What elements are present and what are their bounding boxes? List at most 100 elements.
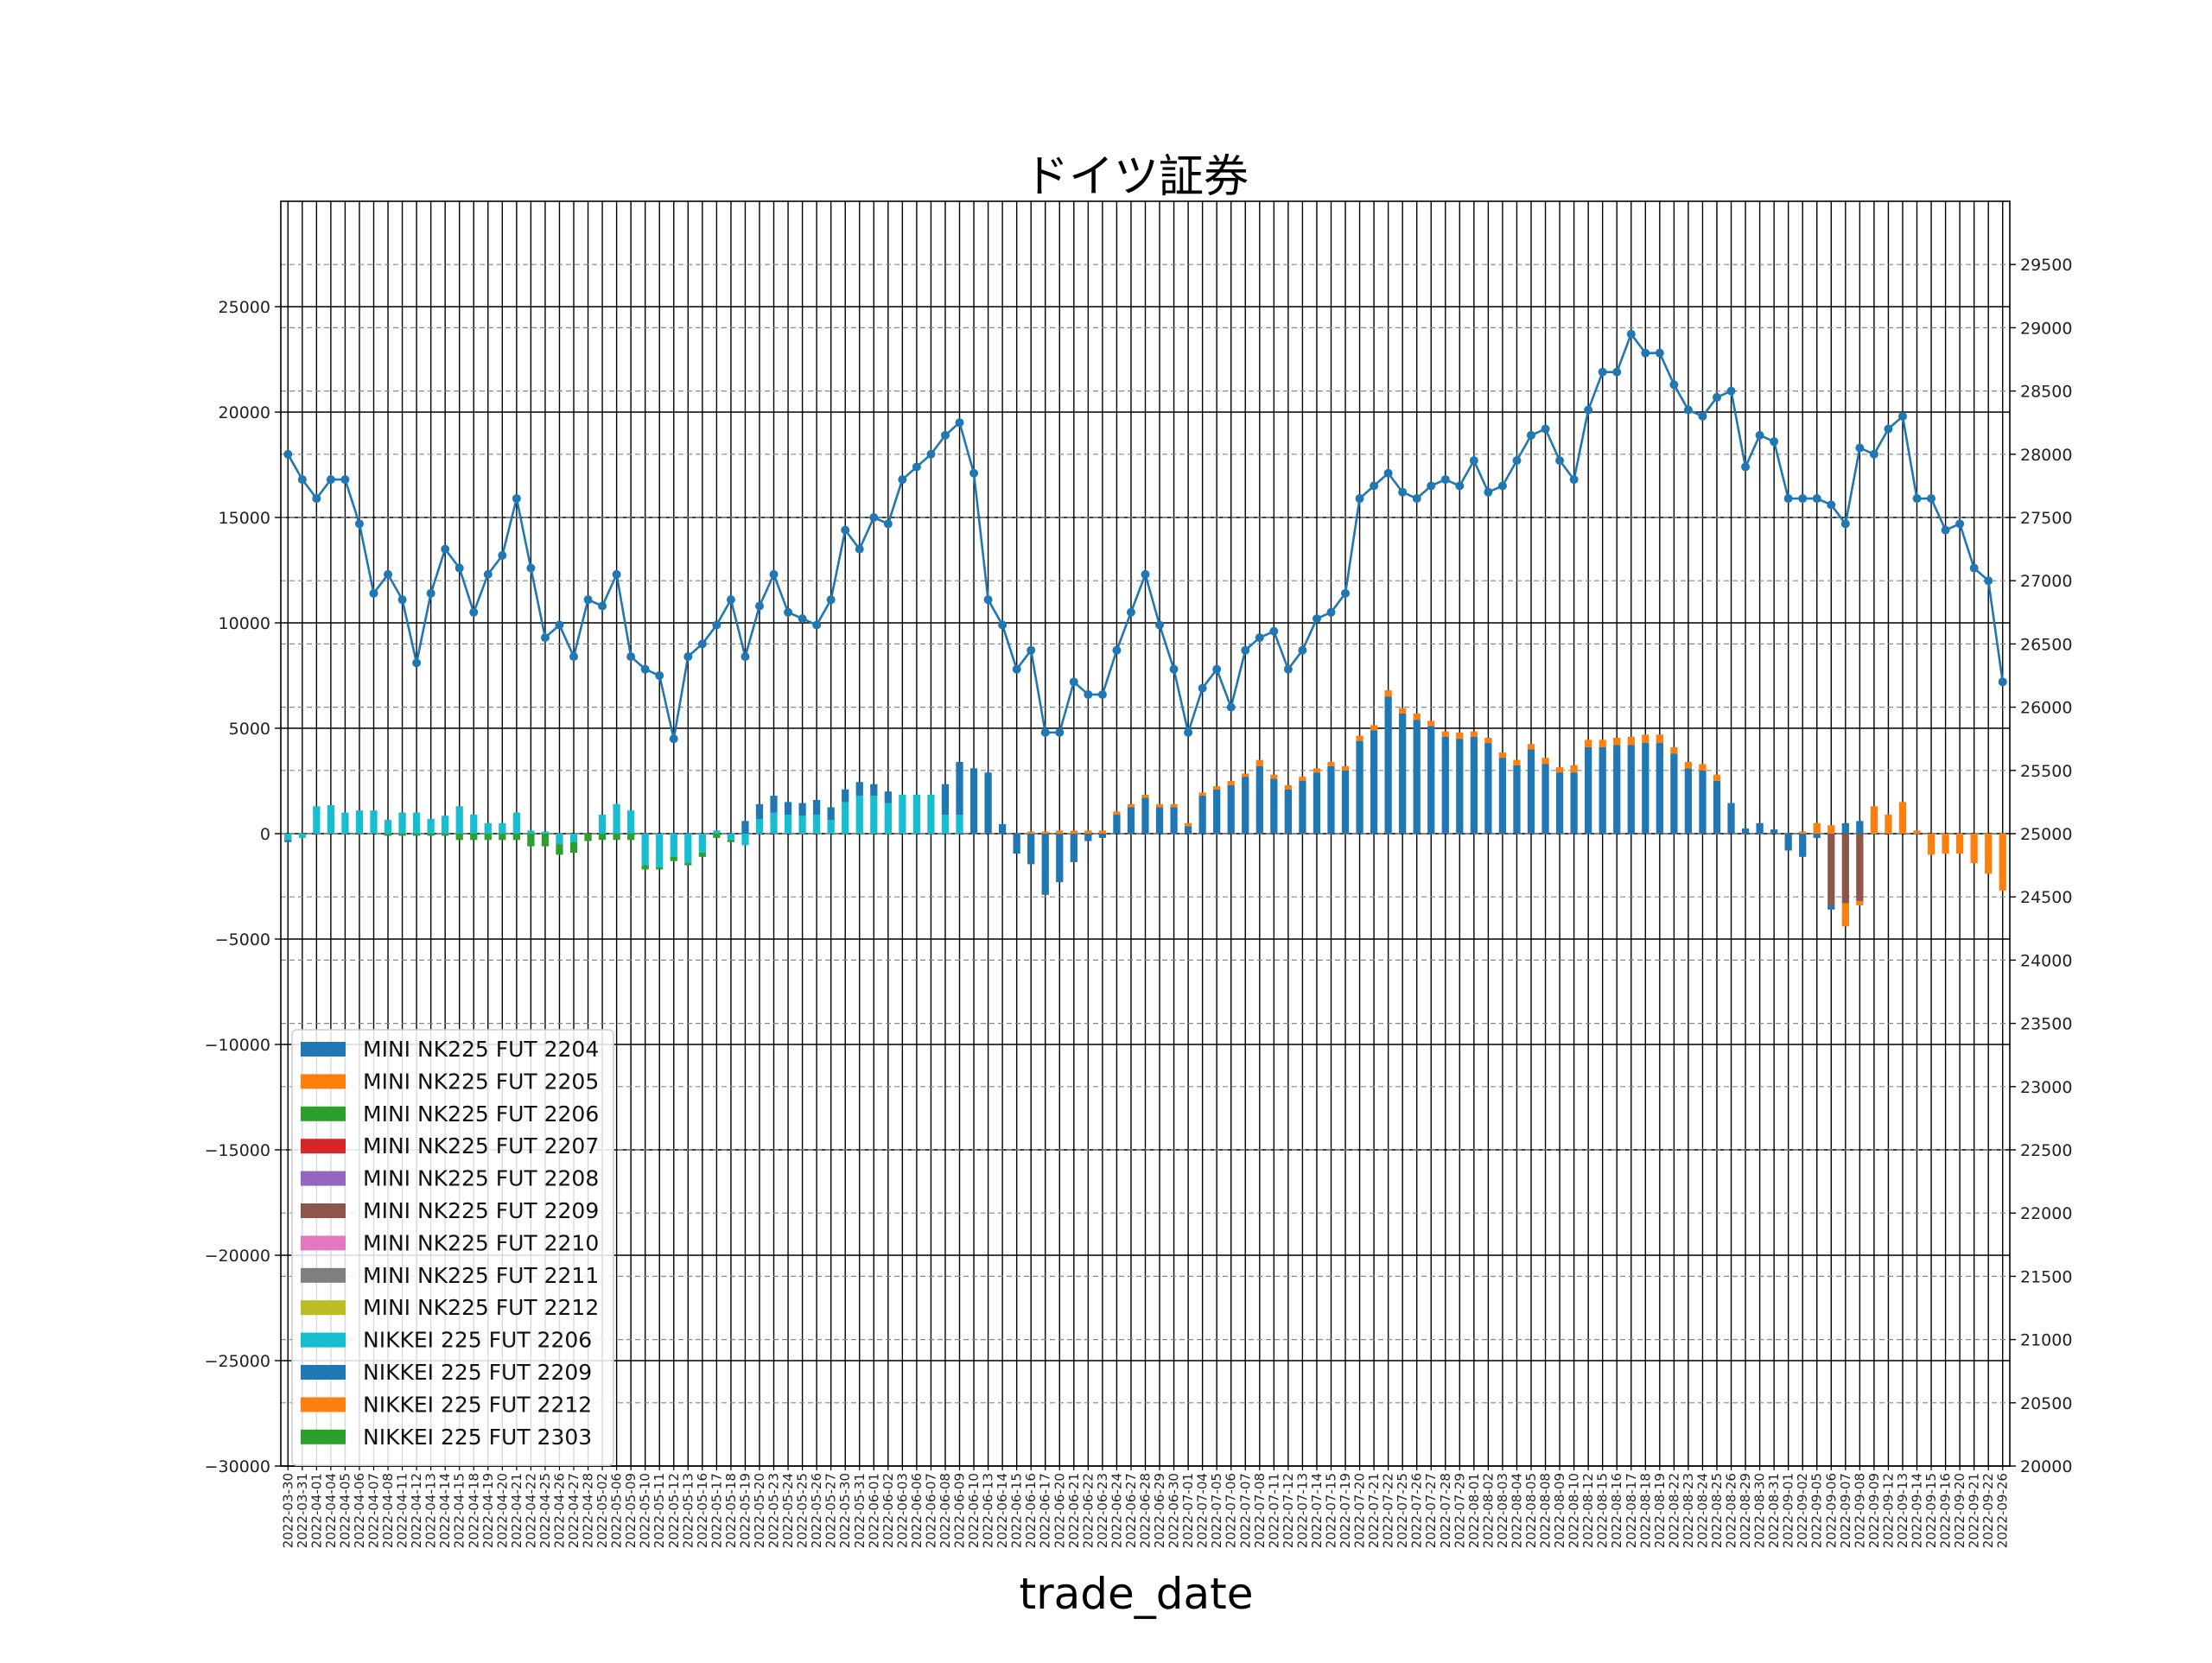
bar <box>1827 834 1835 905</box>
legend-swatch <box>301 1429 346 1444</box>
bar <box>442 834 449 836</box>
x-tick-label: 2022-05-19 <box>737 1473 753 1548</box>
price-point <box>926 449 936 459</box>
bar <box>1255 765 1263 834</box>
x-tick-label: 2022-08-24 <box>1694 1473 1710 1548</box>
legend-swatch <box>301 1171 346 1186</box>
bar <box>956 815 963 834</box>
bar <box>1341 770 1350 834</box>
bar <box>1898 802 1907 834</box>
bar <box>855 796 863 834</box>
x-tick-label: 2022-07-22 <box>1381 1473 1396 1548</box>
bar <box>512 834 520 841</box>
x-tick-label: 2022-05-02 <box>594 1473 610 1548</box>
x-tick-label: 2022-08-26 <box>1724 1473 1739 1548</box>
price-point <box>1527 430 1536 440</box>
bar <box>598 834 607 841</box>
price-point <box>512 494 521 504</box>
bar <box>1198 792 1206 797</box>
price-point <box>583 595 593 605</box>
price-point <box>1241 645 1250 655</box>
bar <box>656 834 664 868</box>
x-tick-label: 2022-08-23 <box>1681 1473 1696 1548</box>
y-grid-lines <box>281 263 2010 1467</box>
price-point <box>555 620 564 630</box>
legend-swatch <box>301 1332 346 1348</box>
price-point <box>384 569 393 579</box>
x-tick-label: 2022-09-15 <box>1923 1473 1939 1548</box>
x-tick-label: 2022-04-05 <box>337 1473 353 1548</box>
price-point <box>955 418 964 428</box>
bar <box>969 768 978 834</box>
x-tick-label: 2022-05-16 <box>695 1473 710 1548</box>
bar <box>870 784 878 797</box>
price-point <box>612 569 621 579</box>
price-point <box>712 620 721 630</box>
legend-label: MINI NK225 FUT 2209 <box>363 1198 599 1223</box>
x-tick-label: 2022-04-08 <box>380 1473 396 1548</box>
price-point <box>1869 449 1878 459</box>
bar <box>1484 743 1492 834</box>
x-tick-label: 2022-05-23 <box>766 1473 782 1548</box>
bar <box>1141 797 1149 834</box>
price-point <box>1141 569 1150 579</box>
price-point <box>640 664 650 674</box>
bar <box>512 812 520 834</box>
bar <box>613 803 620 834</box>
price-point <box>1298 645 1307 655</box>
y2-tick-label: 24000 <box>2020 951 2072 970</box>
bar <box>1427 720 1435 727</box>
price-point <box>784 607 793 617</box>
x-tick-label: 2022-05-12 <box>666 1473 682 1548</box>
bar <box>1570 765 1578 773</box>
price-point <box>1341 588 1351 598</box>
bar <box>484 822 492 834</box>
x-tick-label: 2022-06-23 <box>1095 1473 1110 1548</box>
y-tick-label: −5000 <box>215 930 270 949</box>
bar <box>899 794 906 834</box>
x-tick-label: 2022-04-11 <box>395 1473 410 1548</box>
bar <box>1127 803 1135 808</box>
price-point <box>912 462 921 472</box>
x-tick-label: 2022-09-12 <box>1880 1473 1896 1548</box>
bar <box>1056 834 1064 883</box>
price-point <box>426 588 435 598</box>
bar <box>1470 736 1478 834</box>
bar <box>1327 765 1335 834</box>
bar <box>1299 777 1306 781</box>
y-tick-label: 15000 <box>219 509 270 528</box>
bar <box>770 796 778 813</box>
x-tick-label: 2022-04-06 <box>352 1473 367 1548</box>
bar <box>1084 834 1092 841</box>
bar <box>1585 746 1592 834</box>
bar <box>1841 822 1849 834</box>
price-point <box>1741 462 1751 472</box>
legend-box <box>291 1029 614 1466</box>
bar <box>884 803 892 834</box>
bar <box>499 822 506 834</box>
price-point <box>798 614 807 624</box>
chart-title: ドイツ証券 <box>1024 151 1249 203</box>
price-point <box>1969 563 1979 573</box>
x-tick-label: 2022-04-18 <box>466 1473 481 1548</box>
bar <box>1056 830 1064 834</box>
bar <box>741 821 749 834</box>
bar <box>798 816 806 834</box>
y2-tick-label: 22000 <box>2020 1204 2072 1223</box>
x-tick-label: 2022-07-11 <box>1266 1473 1281 1548</box>
bar <box>1313 768 1321 773</box>
bar <box>541 834 550 847</box>
x-tick-label: 2022-05-10 <box>638 1473 653 1548</box>
legend-label: NIKKEI 225 FUT 2206 <box>363 1328 592 1353</box>
price-point <box>412 658 422 668</box>
price-point <box>1812 494 1821 504</box>
bar <box>1413 720 1421 834</box>
bar <box>1927 834 1936 855</box>
bar <box>1213 786 1221 790</box>
x-tick-label: 2022-08-03 <box>1495 1473 1510 1548</box>
bar <box>1341 765 1350 771</box>
bar <box>527 834 535 847</box>
x-tick-label: 2022-07-01 <box>1180 1473 1196 1548</box>
bar <box>1170 807 1178 834</box>
x-tick-label: 2022-03-30 <box>280 1473 296 1548</box>
